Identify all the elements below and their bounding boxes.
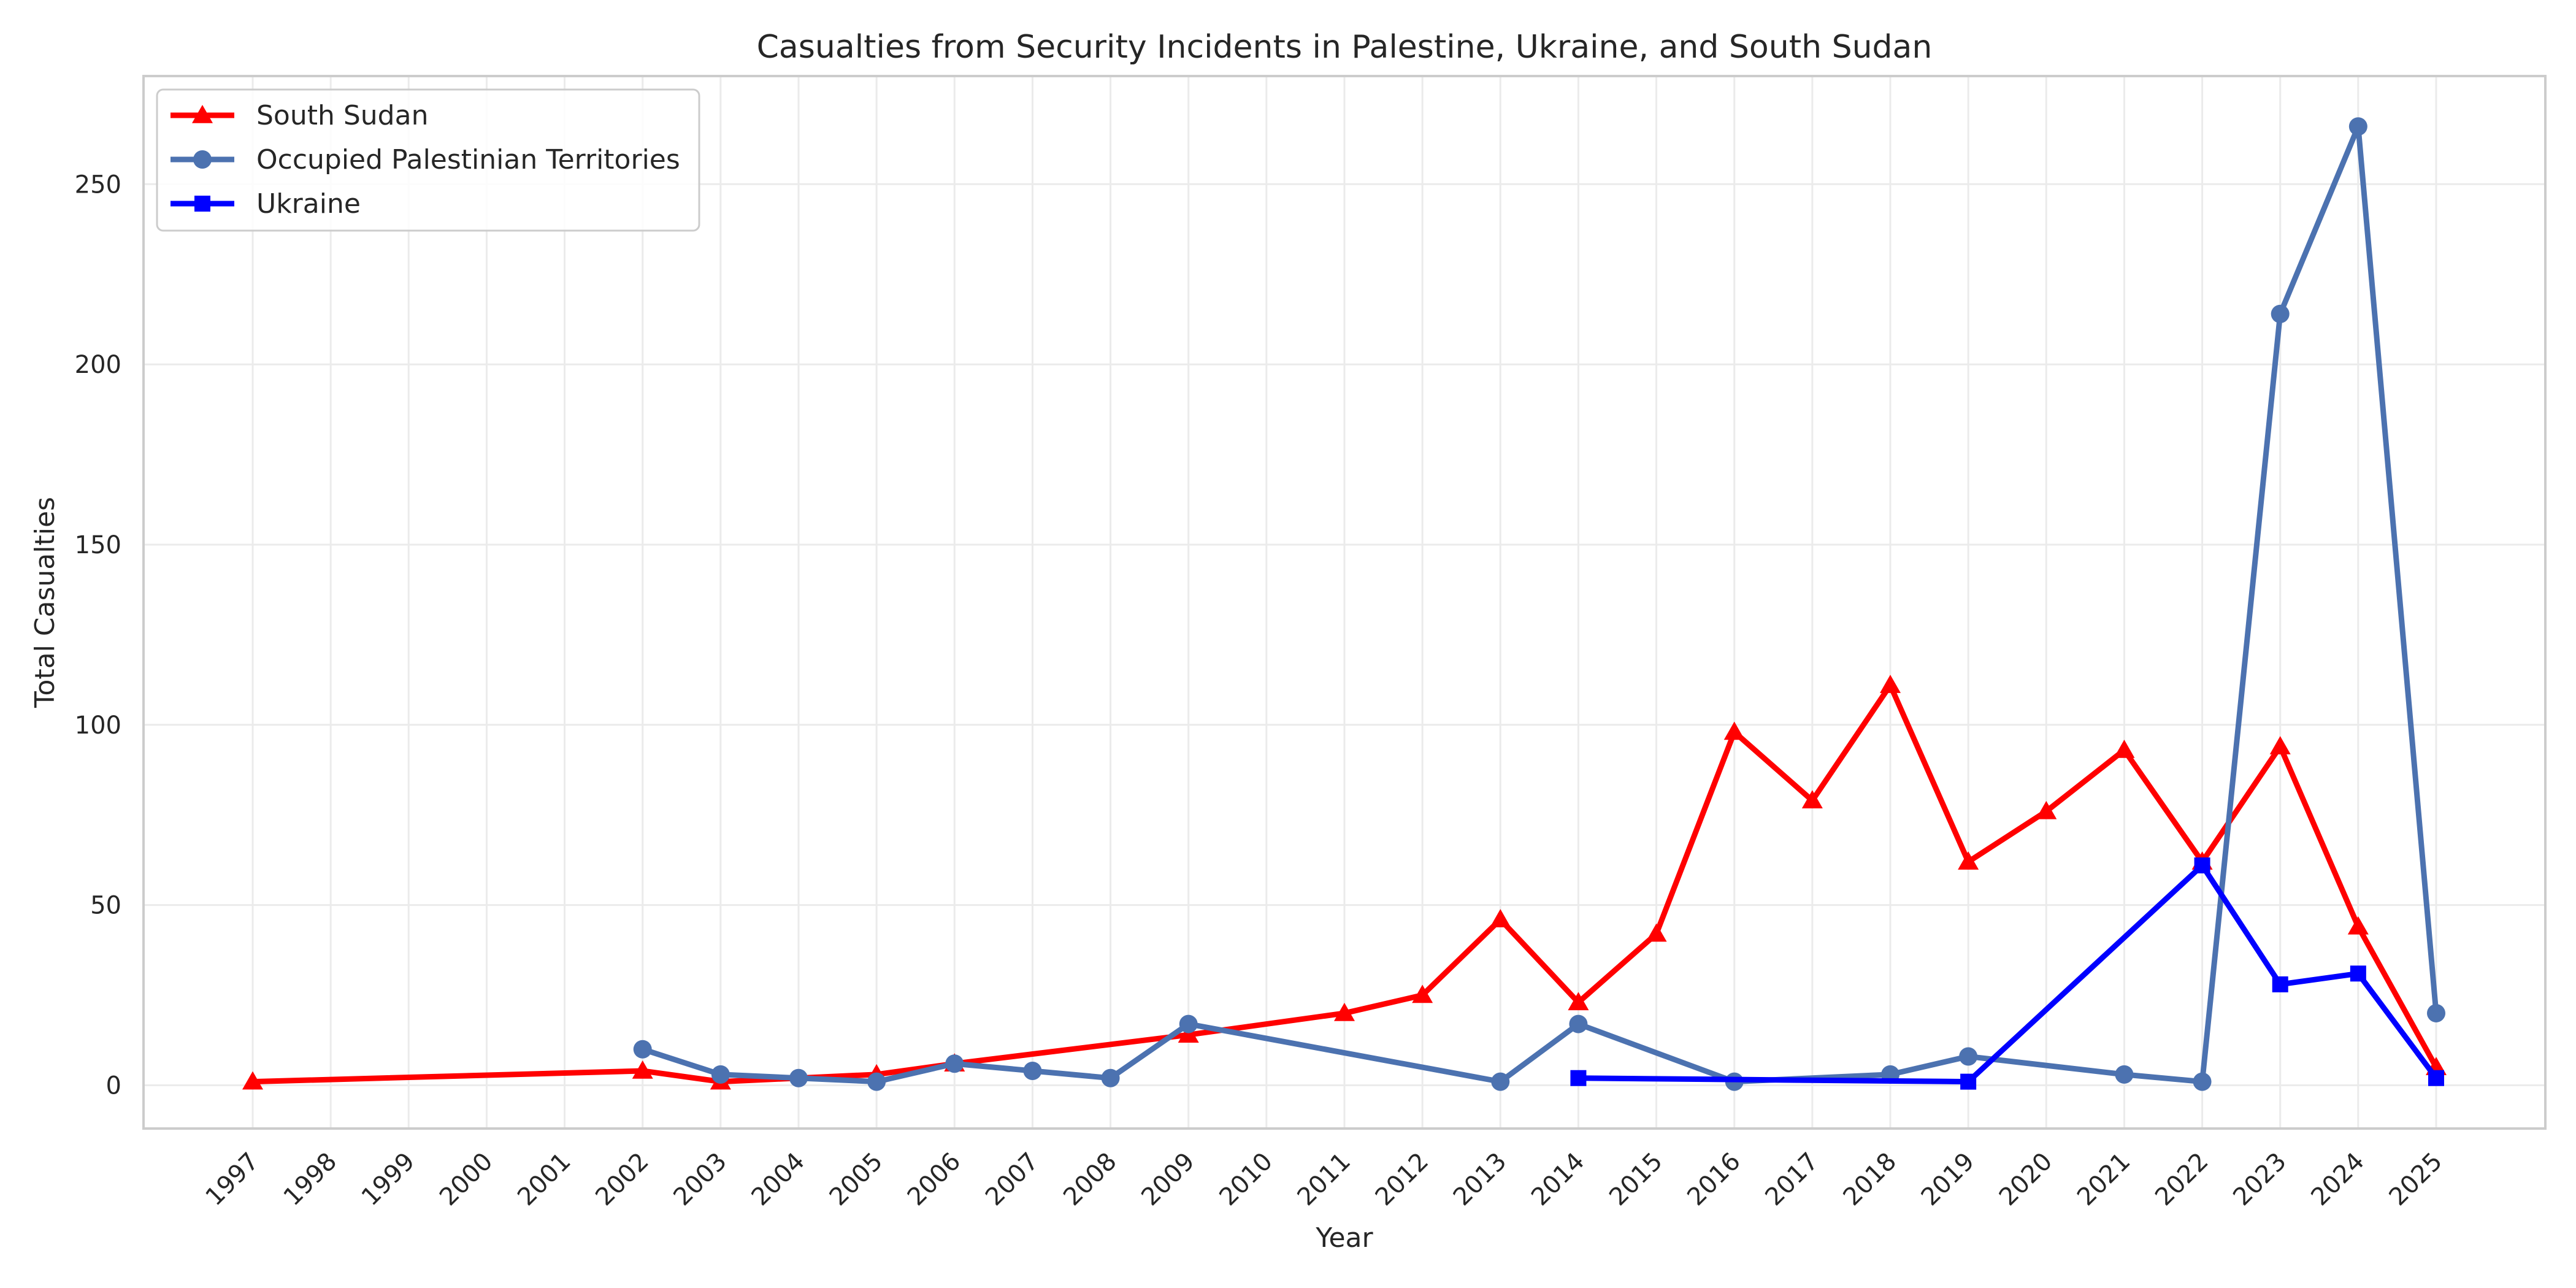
data-point: [2036, 800, 2057, 819]
chart-title: Casualties from Security Incidents in Pa…: [757, 29, 1933, 66]
x-tick-label: 2021: [2072, 1148, 2136, 1212]
series-occupied-palestinian-territories: [633, 117, 2445, 1091]
data-point: [2271, 304, 2290, 323]
x-tick-label: 2001: [512, 1148, 577, 1212]
data-point: [1412, 984, 1433, 1003]
legend-marker: [194, 196, 210, 212]
data-point: [2347, 916, 2369, 935]
x-axis-label: Year: [1315, 1222, 1373, 1254]
y-tick-label: 0: [106, 1071, 121, 1100]
legend-marker: [192, 105, 213, 123]
legend-label: Occupied Palestinian Territories: [256, 144, 680, 175]
x-tick-label: 2022: [2150, 1148, 2214, 1212]
data-point: [1723, 721, 1745, 740]
x-tick-label: 2008: [1058, 1148, 1122, 1212]
x-tick-label: 2011: [1292, 1148, 1357, 1212]
plot-frame: [142, 75, 2547, 1130]
x-tick-label: 2005: [824, 1148, 889, 1212]
data-point: [1646, 923, 1667, 942]
legend-items: South Sudan Occupied Palestinian Territor…: [171, 100, 680, 220]
legend[interactable]: South Sudan Occupied Palestinian Territor…: [156, 88, 700, 232]
data-point: [2115, 1065, 2134, 1084]
legend-item-south-sudan[interactable]: South Sudan: [171, 100, 428, 131]
data-point: [242, 1071, 263, 1090]
data-point: [1880, 675, 1901, 693]
data-point: [1960, 1073, 1977, 1090]
x-tick-label: 2020: [1994, 1148, 2058, 1212]
x-tick-label: 2016: [1682, 1148, 1746, 1212]
y-tick-label: 50: [90, 892, 121, 920]
y-axis-label: Total Casualties: [29, 497, 61, 708]
legend-label: South Sudan: [256, 100, 428, 131]
data-point: [1570, 1070, 1587, 1086]
x-tick-label: 2024: [2306, 1148, 2370, 1212]
x-tick-label: 2000: [434, 1148, 499, 1212]
data-point: [2194, 857, 2210, 873]
x-tick-label: 2013: [1448, 1148, 1512, 1212]
x-tick-label: 2010: [1214, 1148, 1278, 1212]
data-point: [1490, 909, 1511, 927]
data-point: [1569, 1014, 1588, 1033]
data-point: [1958, 851, 1979, 870]
x-tick-label: 2004: [746, 1148, 811, 1212]
grid-layer: [144, 76, 2545, 1129]
legend-box: [156, 88, 700, 232]
x-tick-label: 2007: [980, 1148, 1045, 1212]
data-point: [2272, 976, 2288, 992]
data-point: [1101, 1068, 1120, 1087]
data-point: [945, 1054, 964, 1073]
x-tick-label: 2003: [668, 1148, 732, 1212]
series-line-ukraine: [1575, 862, 2439, 1085]
data-point: [2348, 117, 2367, 136]
data-point: [1801, 790, 1823, 808]
y-tick-label: 200: [75, 351, 121, 379]
y-tick-label: 150: [75, 531, 121, 559]
x-tick-label: 2023: [2228, 1148, 2292, 1212]
data-point: [2350, 965, 2366, 982]
series-layer: [242, 117, 2447, 1091]
x-tick-label: 1997: [201, 1148, 265, 1212]
data-point: [633, 1040, 652, 1059]
data-point: [2114, 739, 2135, 758]
x-tick-label: 1998: [278, 1148, 343, 1212]
legend-item-occupied-palestinian-territories[interactable]: Occupied Palestinian Territories: [171, 144, 680, 175]
x-tick-label: 2017: [1760, 1148, 1824, 1212]
data-point: [2269, 736, 2291, 754]
data-point: [1023, 1061, 1042, 1080]
data-point: [632, 1060, 653, 1079]
x-tick-label: 2002: [590, 1148, 654, 1212]
data-point: [1179, 1014, 1198, 1033]
legend-label: Ukraine: [256, 188, 361, 220]
x-tick-label: 2015: [1604, 1148, 1668, 1212]
data-point: [789, 1068, 808, 1087]
series-line-occupied-palestinian-territories: [640, 123, 2439, 1085]
x-tick-label: 2018: [1838, 1148, 1903, 1212]
x-tick-label: 2009: [1136, 1148, 1200, 1212]
x-tick-label: 1999: [356, 1148, 421, 1212]
x-tick-label: 2025: [2384, 1148, 2448, 1212]
legend-marker: [193, 150, 212, 169]
x-tick-label: 2012: [1370, 1148, 1435, 1212]
y-tick-label: 250: [75, 171, 121, 199]
tick-layer: 1997 1998 1999 2000 2001 2002 2003 2004 2005 2006…: [75, 171, 2448, 1211]
data-point: [1178, 1024, 1199, 1043]
legend-item-ukraine[interactable]: Ukraine: [171, 188, 361, 220]
data-point: [2193, 1072, 2212, 1091]
data-point: [867, 1072, 886, 1091]
data-point: [2428, 1070, 2444, 1086]
data-point: [2427, 1003, 2445, 1022]
data-point: [1568, 992, 1589, 1011]
x-tick-label: 2019: [1916, 1148, 1980, 1212]
data-point: [1334, 1002, 1355, 1021]
data-point: [1959, 1047, 1978, 1066]
data-point: [711, 1065, 730, 1084]
data-point: [1491, 1072, 1510, 1091]
series-ukraine: [1570, 857, 2444, 1090]
x-tick-label: 2014: [1526, 1148, 1590, 1212]
x-tick-label: 2006: [902, 1148, 967, 1212]
y-tick-label: 100: [75, 711, 121, 740]
